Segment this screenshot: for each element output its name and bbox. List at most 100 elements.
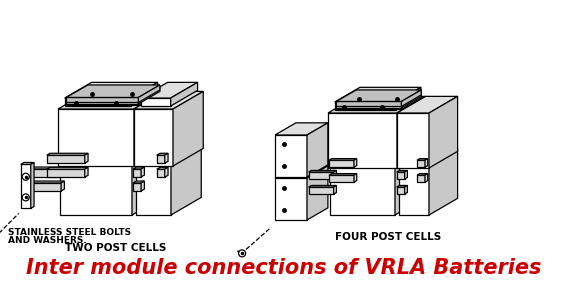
Polygon shape	[58, 92, 164, 109]
Polygon shape	[21, 163, 34, 164]
Polygon shape	[329, 174, 357, 175]
Polygon shape	[133, 183, 141, 191]
Text: Inter module connections of VRLA Batteries: Inter module connections of VRLA Batteri…	[26, 258, 542, 278]
Polygon shape	[329, 160, 354, 167]
Polygon shape	[429, 148, 458, 215]
Polygon shape	[404, 185, 407, 194]
Polygon shape	[396, 187, 404, 194]
Polygon shape	[141, 98, 170, 106]
Polygon shape	[307, 123, 328, 177]
Polygon shape	[85, 153, 88, 163]
Polygon shape	[308, 185, 336, 187]
Polygon shape	[308, 187, 333, 194]
Polygon shape	[23, 183, 61, 191]
Polygon shape	[417, 159, 428, 160]
Polygon shape	[133, 169, 141, 177]
Polygon shape	[354, 159, 357, 167]
Polygon shape	[404, 170, 407, 179]
Polygon shape	[66, 86, 160, 99]
Polygon shape	[47, 155, 85, 163]
Polygon shape	[425, 174, 428, 182]
Polygon shape	[139, 88, 160, 105]
Polygon shape	[275, 166, 328, 178]
Polygon shape	[397, 96, 458, 113]
Polygon shape	[335, 102, 396, 110]
Polygon shape	[132, 146, 162, 215]
Polygon shape	[66, 85, 160, 98]
Polygon shape	[307, 166, 328, 220]
Text: TWO POST CELLS: TWO POST CELLS	[65, 243, 166, 253]
Polygon shape	[23, 167, 64, 169]
Polygon shape	[47, 167, 88, 169]
Polygon shape	[66, 98, 139, 102]
Polygon shape	[417, 174, 428, 175]
Polygon shape	[61, 167, 64, 177]
Polygon shape	[47, 169, 85, 177]
Polygon shape	[399, 148, 458, 165]
Polygon shape	[85, 167, 88, 177]
Polygon shape	[66, 100, 139, 105]
Polygon shape	[165, 153, 168, 163]
Polygon shape	[65, 98, 131, 106]
Polygon shape	[396, 172, 404, 179]
Polygon shape	[333, 185, 336, 194]
Polygon shape	[171, 146, 201, 215]
Polygon shape	[141, 181, 144, 191]
Polygon shape	[139, 85, 160, 102]
Polygon shape	[275, 135, 307, 177]
Polygon shape	[396, 185, 407, 187]
Polygon shape	[21, 164, 31, 208]
Polygon shape	[329, 175, 354, 182]
Polygon shape	[399, 165, 429, 215]
Polygon shape	[336, 104, 402, 110]
Polygon shape	[402, 93, 421, 110]
Polygon shape	[330, 165, 395, 215]
Polygon shape	[402, 92, 421, 108]
Polygon shape	[333, 170, 336, 179]
Text: STAINLESS STEEL BOLTS: STAINLESS STEEL BOLTS	[8, 228, 131, 237]
Polygon shape	[131, 82, 157, 106]
Polygon shape	[136, 146, 201, 163]
Polygon shape	[417, 160, 425, 167]
Polygon shape	[336, 93, 421, 104]
Polygon shape	[396, 170, 407, 172]
Polygon shape	[133, 167, 144, 169]
Text: FOUR POST CELLS: FOUR POST CELLS	[335, 232, 441, 242]
Polygon shape	[308, 172, 333, 179]
Polygon shape	[395, 148, 424, 215]
Polygon shape	[23, 169, 61, 177]
Polygon shape	[425, 159, 428, 167]
Polygon shape	[60, 163, 132, 215]
Polygon shape	[66, 88, 160, 100]
Polygon shape	[58, 109, 134, 166]
Polygon shape	[329, 159, 357, 160]
Polygon shape	[157, 155, 165, 163]
Polygon shape	[65, 82, 157, 98]
Polygon shape	[308, 170, 336, 172]
Polygon shape	[330, 148, 424, 165]
Circle shape	[239, 250, 245, 257]
Polygon shape	[165, 167, 168, 177]
Polygon shape	[336, 92, 421, 103]
Polygon shape	[275, 123, 328, 135]
Circle shape	[22, 173, 29, 180]
Polygon shape	[417, 175, 425, 182]
Polygon shape	[402, 90, 421, 106]
Polygon shape	[396, 87, 421, 110]
Polygon shape	[429, 96, 458, 168]
Polygon shape	[133, 181, 144, 183]
Text: AND WASHERS.: AND WASHERS.	[8, 236, 87, 245]
Polygon shape	[60, 146, 162, 163]
Polygon shape	[397, 96, 425, 168]
Polygon shape	[139, 86, 160, 104]
Polygon shape	[47, 153, 88, 155]
Polygon shape	[141, 82, 198, 98]
Polygon shape	[23, 181, 64, 183]
Polygon shape	[66, 99, 139, 104]
Polygon shape	[134, 92, 164, 166]
Polygon shape	[157, 153, 168, 155]
Circle shape	[22, 194, 29, 201]
Polygon shape	[336, 103, 402, 108]
Polygon shape	[61, 181, 64, 191]
Polygon shape	[136, 163, 171, 215]
